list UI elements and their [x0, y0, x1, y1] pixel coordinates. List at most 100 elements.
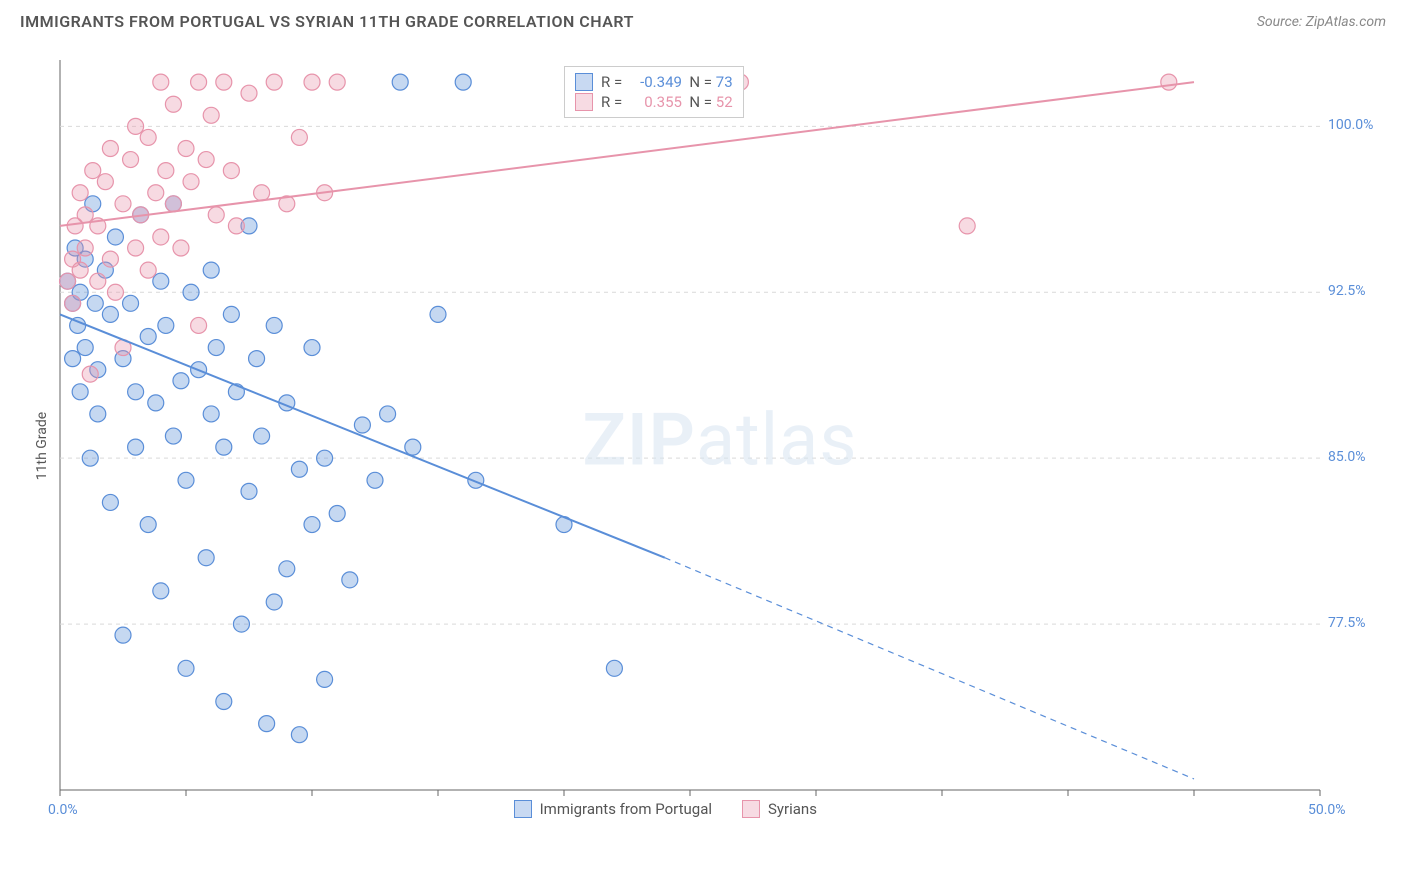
- data-point: [266, 317, 282, 333]
- legend-series-label: Syrians: [768, 800, 817, 818]
- data-point: [153, 229, 169, 245]
- data-point: [165, 96, 181, 112]
- data-point: [254, 185, 270, 201]
- legend-stat-text: R = -0.349 N = 73: [601, 73, 733, 91]
- data-point: [77, 207, 93, 223]
- data-point: [304, 340, 320, 356]
- data-point: [223, 306, 239, 322]
- data-point: [329, 505, 345, 521]
- data-point: [158, 163, 174, 179]
- data-point: [173, 240, 189, 256]
- data-point: [203, 406, 219, 422]
- data-point: [115, 196, 131, 212]
- chart-area: ZIPatlas R = -0.349 N = 73R = 0.355 N = …: [50, 50, 1390, 830]
- y-tick-label: 100.0%: [1328, 117, 1373, 133]
- data-point: [102, 306, 118, 322]
- data-point: [249, 351, 265, 367]
- data-point: [165, 196, 181, 212]
- data-point: [216, 694, 232, 710]
- data-point: [198, 152, 214, 168]
- legend-series: Immigrants from Portugal Syrians: [514, 800, 817, 818]
- data-point: [82, 366, 98, 382]
- data-point: [65, 295, 81, 311]
- legend-series-item: Syrians: [742, 800, 817, 818]
- data-point: [606, 660, 622, 676]
- data-point: [178, 472, 194, 488]
- data-point: [959, 218, 975, 234]
- data-point: [72, 185, 88, 201]
- data-point: [123, 152, 139, 168]
- legend-series-label: Immigrants from Portugal: [540, 800, 712, 818]
- data-point: [317, 671, 333, 687]
- legend-swatch: [575, 93, 593, 111]
- chart-title: IMMIGRANTS FROM PORTUGAL VS SYRIAN 11TH …: [20, 12, 634, 31]
- data-point: [102, 251, 118, 267]
- data-point: [90, 273, 106, 289]
- data-point: [291, 727, 307, 743]
- data-point: [430, 306, 446, 322]
- data-point: [266, 74, 282, 90]
- data-point: [65, 351, 81, 367]
- scatter-plot: [50, 50, 1390, 830]
- data-point: [216, 74, 232, 90]
- data-point: [183, 174, 199, 190]
- data-point: [223, 163, 239, 179]
- data-point: [178, 660, 194, 676]
- data-point: [216, 439, 232, 455]
- data-point: [329, 74, 345, 90]
- data-point: [60, 273, 76, 289]
- data-point: [140, 129, 156, 145]
- data-point: [304, 517, 320, 533]
- data-point: [304, 74, 320, 90]
- data-point: [128, 240, 144, 256]
- y-tick-label: 77.5%: [1328, 615, 1366, 631]
- legend-stat-row: R = -0.349 N = 73: [575, 73, 733, 91]
- legend-stat-text: R = 0.355 N = 52: [601, 93, 733, 111]
- data-point: [291, 461, 307, 477]
- legend-swatch: [742, 800, 760, 818]
- data-point: [228, 218, 244, 234]
- x-tick-label: 0.0%: [48, 802, 78, 818]
- data-point: [140, 517, 156, 533]
- data-point: [97, 174, 113, 190]
- data-point: [203, 107, 219, 123]
- data-point: [241, 483, 257, 499]
- data-point: [266, 594, 282, 610]
- data-point: [77, 340, 93, 356]
- data-point: [208, 207, 224, 223]
- data-point: [148, 395, 164, 411]
- data-point: [392, 74, 408, 90]
- data-point: [148, 185, 164, 201]
- data-point: [259, 716, 275, 732]
- legend-stats: R = -0.349 N = 73 R = 0.355 N = 52: [564, 66, 744, 118]
- data-point: [153, 273, 169, 289]
- data-point: [342, 572, 358, 588]
- data-point: [178, 140, 194, 156]
- data-point: [140, 262, 156, 278]
- title-bar: IMMIGRANTS FROM PORTUGAL VS SYRIAN 11TH …: [0, 0, 1406, 39]
- data-point: [153, 583, 169, 599]
- data-point: [203, 262, 219, 278]
- y-axis-label: 11th Grade: [34, 412, 50, 480]
- data-point: [72, 262, 88, 278]
- data-point: [191, 74, 207, 90]
- data-point: [279, 561, 295, 577]
- y-tick-label: 85.0%: [1328, 449, 1366, 465]
- x-tick-label: 50.0%: [1308, 802, 1346, 818]
- data-point: [367, 472, 383, 488]
- source-label: Source: ZipAtlas.com: [1257, 14, 1386, 30]
- data-point: [123, 295, 139, 311]
- data-point: [198, 550, 214, 566]
- data-point: [233, 616, 249, 632]
- data-point: [241, 85, 257, 101]
- legend-swatch: [514, 800, 532, 818]
- data-point: [90, 406, 106, 422]
- data-point: [1161, 74, 1177, 90]
- data-point: [102, 140, 118, 156]
- data-point: [173, 373, 189, 389]
- data-point: [254, 428, 270, 444]
- data-point: [191, 317, 207, 333]
- data-point: [317, 450, 333, 466]
- legend-stat-row: R = 0.355 N = 52: [575, 93, 733, 111]
- data-point: [128, 118, 144, 134]
